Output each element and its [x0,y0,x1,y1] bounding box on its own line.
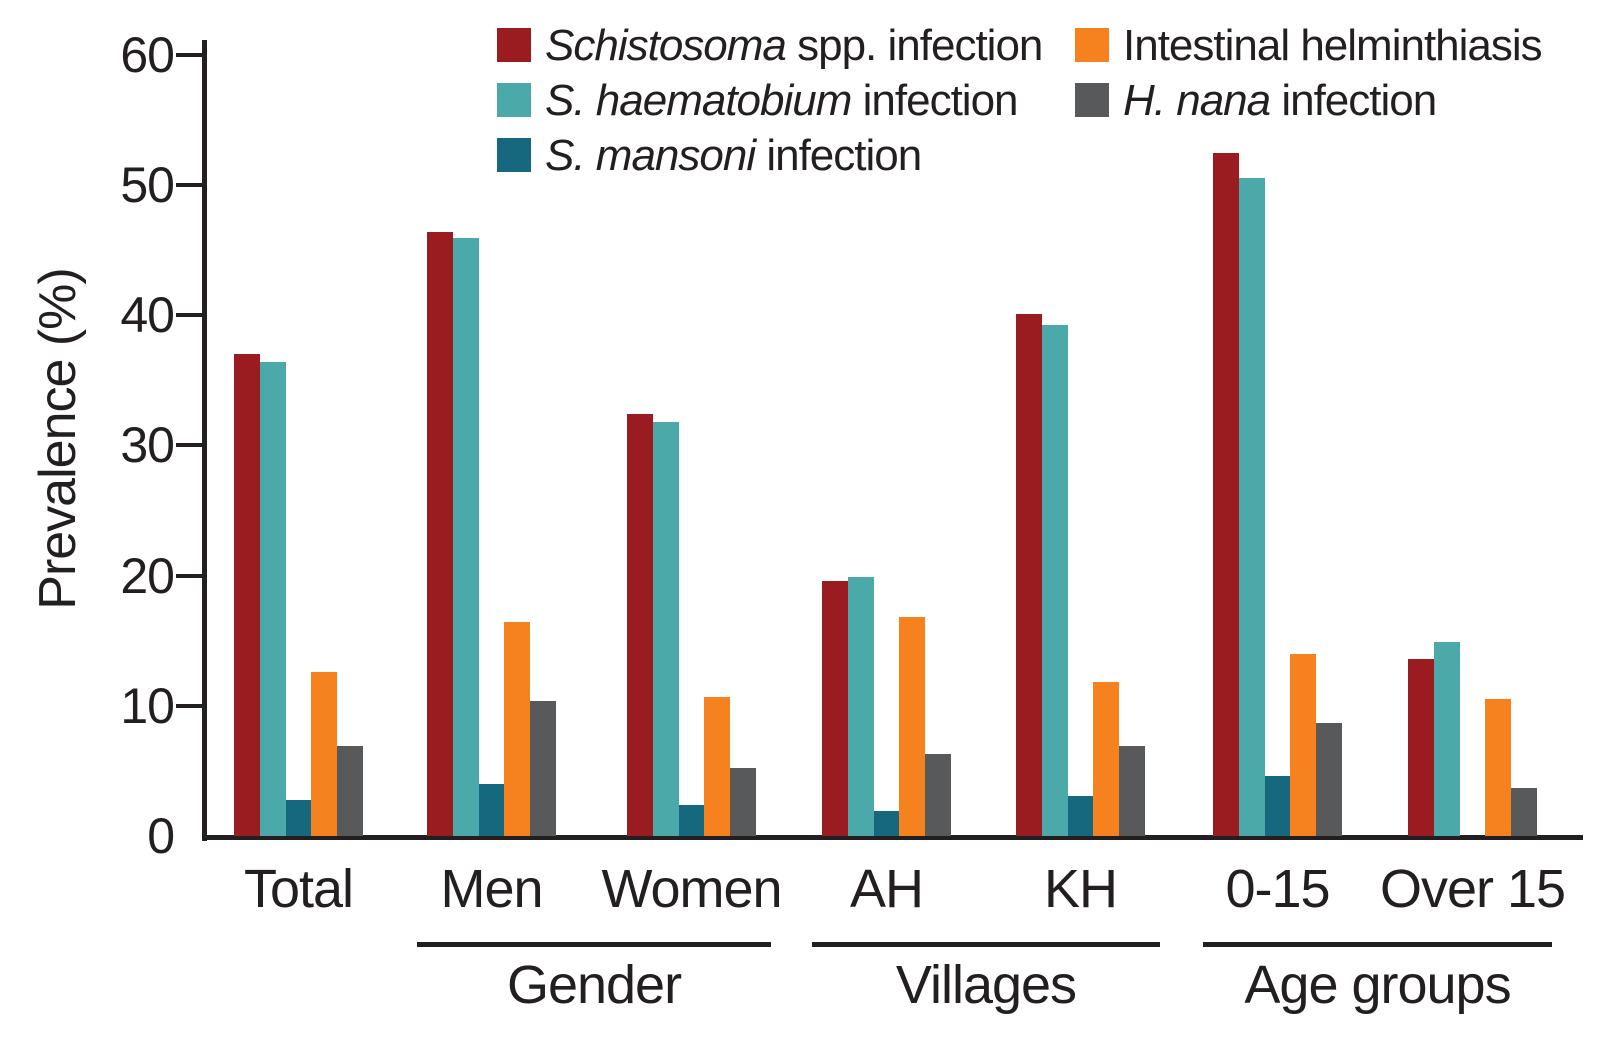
bar-kh-s2 [1067,795,1094,836]
bar-total-s2 [285,799,312,836]
y-tick-label: 50 [120,156,175,213]
legend-label-species: Schistosoma [545,21,787,70]
bar-women-s2 [678,804,705,836]
legend-label: Intestinal helminthiasis [1123,21,1543,70]
legend-swatch [1075,28,1109,62]
bar-total-s4 [337,746,363,836]
bar-0-15-s0 [1213,153,1239,836]
category-label: AH [849,859,924,919]
bar-kh-s1 [1041,325,1068,836]
bar-men-s1 [452,238,479,836]
bar-0-15-s4 [1316,722,1342,836]
bar-women-s4 [730,768,756,836]
bar-total-s3 [311,671,338,836]
bar-ah-s2 [873,811,900,836]
y-tick [176,182,203,187]
bar-ah-s4 [925,753,951,836]
legend-swatch [497,83,531,117]
group-bracket-label: Gender [506,955,682,1015]
group-bracket-label: Age groups [1244,955,1511,1015]
bar-kh-s0 [1016,313,1042,836]
legend-label: S. haematobium infection [545,76,1019,125]
bar-over15-s3 [1485,699,1512,836]
bar-over15-s0 [1408,658,1434,836]
legend-swatch [497,138,531,172]
bar-0-15-s3 [1290,653,1317,836]
category-label: Women [601,859,782,919]
group-bracket-line [417,942,771,947]
legend-swatch [1075,83,1109,117]
bar-total-s0 [234,354,260,836]
bar-men-s0 [427,231,453,836]
y-tick [176,443,203,448]
legend-swatch [497,28,531,62]
y-tick-label: 40 [120,287,175,343]
y-tick-label: 60 [120,26,175,83]
legend-label: H. nana infection [1123,76,1437,125]
bar-men-s2 [478,783,505,836]
y-tick-label: 10 [120,677,175,734]
legend-label-species: S. haematobium [545,76,852,125]
bar-over15-s1 [1433,641,1460,836]
bar-women-s1 [652,421,679,836]
category-label: 0-15 [1225,859,1330,919]
legend-label-species: H. nana [1123,76,1271,125]
bar-total-s1 [259,361,286,836]
y-tick [176,313,203,317]
bar-men-s3 [504,622,531,836]
group-bracket-line [812,942,1160,947]
bar-ah-s1 [847,576,874,836]
legend-label: S. mansoni infection [545,131,922,180]
category-label: Over 15 [1379,859,1566,919]
bar-kh-s3 [1093,682,1120,836]
y-tick [176,703,203,708]
x-axis [202,835,1583,840]
y-tick [176,52,203,57]
category-label: Total [243,859,354,919]
y-axis [202,40,207,841]
y-tick-label: 0 [147,808,175,864]
legend-label-species: S. mansoni [545,131,756,180]
bar-0-15-s2 [1264,776,1291,836]
legend-label: Schistosoma spp. infection [545,21,1043,70]
group-bracket-label: Villages [895,955,1077,1015]
category-label: Men [440,859,543,919]
bar-0-15-s1 [1238,178,1265,836]
category-label: KH [1043,859,1118,919]
y-tick [176,573,203,578]
group-bracket-line [1203,942,1552,947]
bar-women-s0 [627,413,653,836]
bar-women-s3 [704,696,731,836]
bar-over15-s4 [1511,787,1537,836]
y-tick-label: 30 [120,417,175,474]
bar-ah-s0 [822,580,848,836]
bar-ah-s3 [899,617,926,836]
y-tick-label: 20 [120,547,175,604]
bar-men-s4 [530,700,556,836]
bar-kh-s4 [1119,746,1145,836]
